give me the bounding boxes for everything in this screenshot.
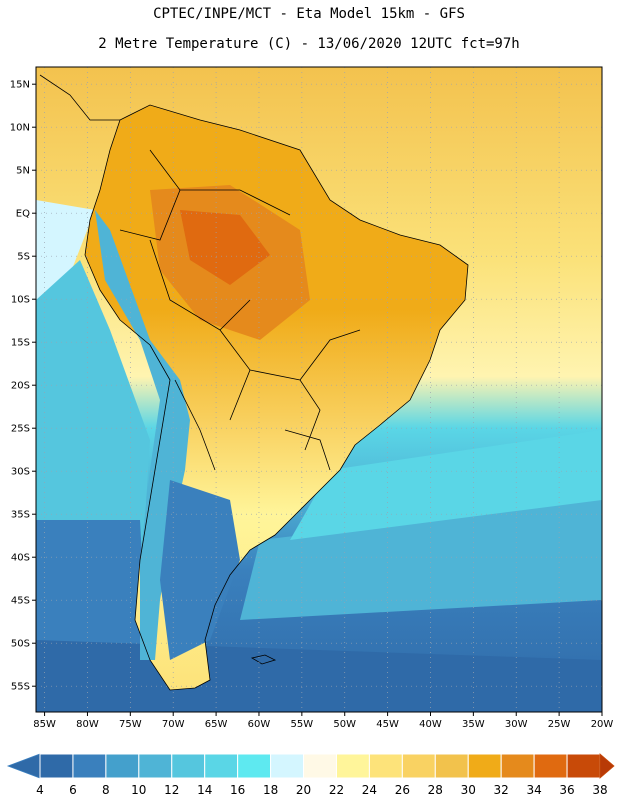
colorbar-segment: [368, 753, 403, 779]
lat-tick-label: 35S: [11, 510, 30, 521]
lon-tick-label: 25W: [548, 719, 571, 730]
lon-tick-label: 85W: [33, 719, 56, 730]
pacific-cool-band: [36, 200, 95, 420]
colorbar-label: 16: [230, 783, 245, 797]
temperature-colorbar: 4 6 8 10 12 14 16 18 20 22 24 26 28 30 32 34 36 38: [6, 753, 615, 797]
colorbar-segment: [434, 753, 469, 779]
map-field: [36, 67, 602, 712]
lon-tick-label: 60W: [248, 719, 271, 730]
patagonia-cold-region: [160, 480, 240, 660]
lon-tick-label: 80W: [76, 719, 99, 730]
colorbar-label: 38: [592, 783, 607, 797]
lon-tick-label: 65W: [205, 719, 228, 730]
lat-tick-label: 15N: [10, 80, 30, 91]
colorbar-high-arrow: [599, 753, 615, 779]
lat-tick-label: EQ: [16, 209, 30, 220]
colorbar-label: 4: [36, 783, 44, 797]
south-atlantic-cool-field: [290, 430, 602, 540]
map-title-line1: CPTEC/INPE/MCT - Eta Model 15km - GFS: [153, 6, 465, 22]
colorbar-segment: [401, 753, 436, 779]
amazon-hottest-region: [180, 210, 270, 285]
colorbar-label: 26: [395, 783, 410, 797]
lat-tick-label: 30S: [11, 467, 30, 478]
colorbar-label: 28: [428, 783, 443, 797]
lon-tick-label: 45W: [376, 719, 399, 730]
south-atlantic-cold-field: [240, 500, 602, 620]
colorbar-segment: [566, 753, 601, 779]
colorbar-segment: [171, 753, 206, 779]
lat-tick-label: 10S: [11, 295, 30, 306]
colorbar-label: 32: [494, 783, 509, 797]
colorbar-label: 34: [526, 783, 541, 797]
colorbar-segment: [533, 753, 568, 779]
lon-tick-label: 75W: [119, 719, 142, 730]
latitude-axis: 15N 10N 5N EQ 5S 10S 15S 20S 25S 30S 35S 40S 45S 50S 5…: [10, 80, 36, 693]
lon-tick-label: 20W: [591, 719, 614, 730]
lon-tick-label: 35W: [462, 719, 485, 730]
colorbar-low-arrow: [6, 753, 41, 779]
lon-tick-label: 30W: [505, 719, 528, 730]
lat-tick-label: 55S: [11, 682, 30, 693]
colorbar-label: 24: [362, 783, 377, 797]
colorbar-segment: [105, 753, 140, 779]
colorbar-label: 36: [559, 783, 574, 797]
lat-tick-label: 15S: [11, 338, 30, 349]
colorbar-segment: [138, 753, 173, 779]
pacific-cold-field: [36, 260, 150, 600]
colorbar-label: 14: [197, 783, 212, 797]
lat-tick-label: 45S: [11, 596, 30, 607]
lat-tick-label: 40S: [11, 553, 30, 564]
lat-tick-label: 20S: [11, 381, 30, 392]
country-borders: [39, 74, 469, 691]
colorbar-label: 8: [102, 783, 110, 797]
colorbar-segment: [237, 753, 272, 779]
map-title-line2: 2 Metre Temperature (C) - 13/06/2020 12U…: [98, 36, 520, 52]
colorbar-segment: [39, 753, 74, 779]
colorbar-segment: [303, 753, 337, 779]
longitude-axis: 85W 80W 75W 70W 65W 60W 55W 50W 45W 40W 35W 30W 25W 2…: [33, 712, 613, 730]
lat-tick-label: 25S: [11, 424, 30, 435]
lon-tick-label: 55W: [291, 719, 314, 730]
map-frame: [35, 66, 603, 713]
colorbar-segment: [335, 753, 370, 779]
colorbar-segment: [204, 753, 239, 779]
lat-tick-label: 5N: [16, 166, 30, 177]
lat-tick-label: 50S: [11, 639, 30, 650]
lon-tick-label: 50W: [333, 719, 356, 730]
colorbar-label: 10: [131, 783, 146, 797]
colorbar-label: 20: [296, 783, 311, 797]
colorbar-segment: [270, 753, 305, 779]
lat-tick-label: 10N: [10, 123, 30, 134]
colorbar-label: 30: [461, 783, 476, 797]
colorbar-segment: [500, 753, 535, 779]
colorbar-label: 22: [329, 783, 344, 797]
colorbar-label: 6: [69, 783, 77, 797]
colorbar-label: 12: [164, 783, 179, 797]
colorbar-segment: [72, 753, 107, 779]
colorbar-segment: [467, 753, 502, 779]
lon-tick-label: 70W: [162, 719, 185, 730]
lon-tick-label: 40W: [419, 719, 442, 730]
colorbar-label: 18: [263, 783, 278, 797]
lat-tick-label: 5S: [17, 252, 30, 263]
